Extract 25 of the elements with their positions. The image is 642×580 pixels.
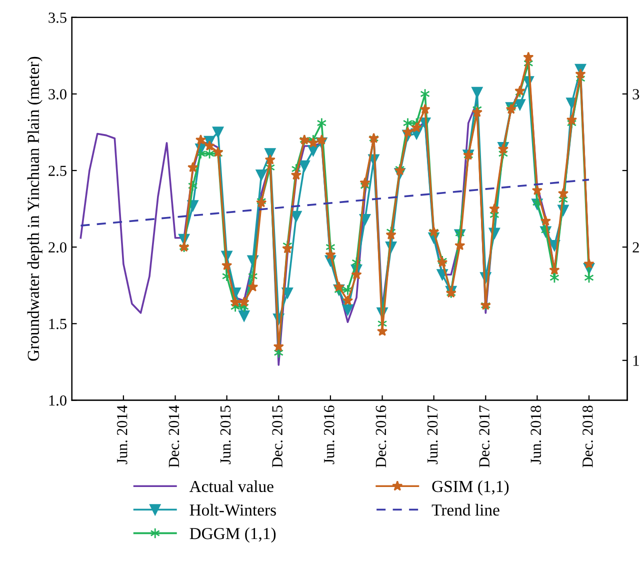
- x-tick-label: Dec. 2015: [272, 406, 283, 468]
- y2-tick-label: 2: [632, 242, 639, 252]
- y2-tick-label: 3: [632, 89, 640, 100]
- y-tick-label: 2.5: [48, 166, 66, 176]
- y-tick-label: 2.0: [48, 242, 66, 253]
- y-tick-label: 1.0: [49, 395, 66, 406]
- legend-label: Trend line: [432, 504, 500, 516]
- legend-label: Actual value: [189, 480, 274, 492]
- x-tick-label: Dec. 2016: [376, 406, 386, 468]
- x-tick-label: Jun. 2016: [324, 406, 334, 464]
- legend-label: DGGM (1,1): [190, 527, 276, 543]
- x-tick-label: Dec. 2017: [479, 406, 490, 468]
- x-tick-label: Jun. 2014: [116, 405, 128, 464]
- y-tick-label: 1.5: [49, 318, 66, 330]
- legend-label: GSIM (1,1): [432, 480, 509, 496]
- x-tick-label: Jun. 2018: [530, 406, 542, 464]
- y-tick-label: 3.5: [48, 12, 66, 23]
- x-tick-label: Jun. 2015: [220, 406, 231, 464]
- y-axis-title: Groundwater depth in Yinchuan Plain (meter): [27, 56, 42, 361]
- y2-tick-label: 1: [633, 356, 639, 366]
- legend-label: Holt-Winters: [190, 504, 276, 516]
- x-tick-label: Jun. 2017: [427, 406, 438, 464]
- x-tick-label: Dec. 2014: [168, 405, 180, 468]
- x-tick-label: Dec. 2018: [582, 406, 593, 468]
- y-tick-label: 3.0: [48, 89, 66, 100]
